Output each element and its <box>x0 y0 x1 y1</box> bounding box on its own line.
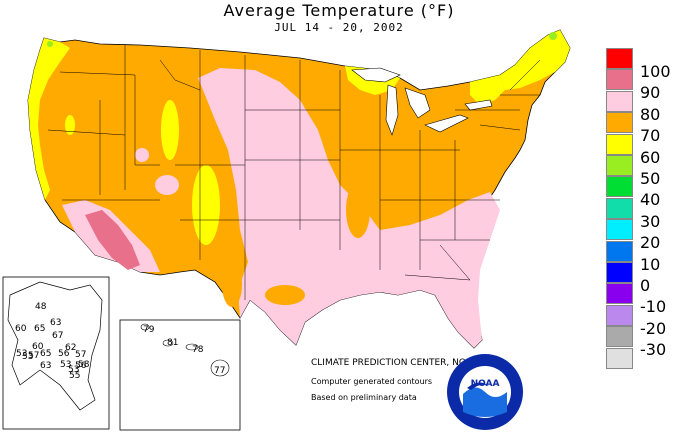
lake-superior <box>351 67 401 83</box>
alaska-station-value: 53 <box>16 349 27 359</box>
new-mexico-70s <box>222 263 242 307</box>
hawaii-islands <box>140 323 230 377</box>
legend-label: 60 <box>640 147 661 167</box>
lake-michigan <box>385 84 399 136</box>
legend-swatch <box>606 155 633 176</box>
legend-swatch <box>606 69 633 91</box>
state-borders <box>47 45 541 300</box>
alaska-station-value: 48 <box>35 302 47 312</box>
hawaii-values: 79 81 78 77 <box>143 325 225 376</box>
legend-label: 100 <box>640 62 671 81</box>
legend-label: 50 <box>640 169 661 188</box>
map-subtitle: JUL 14 - 20, 2002 <box>274 21 404 34</box>
credit-main: CLIMATE PREDICTION CENTER, NOAA <box>311 358 479 368</box>
legend-swatch <box>606 219 633 241</box>
oregon-60s <box>65 115 75 135</box>
noaa-logo-text: NOAA <box>471 379 500 389</box>
alaska-station-value: 58 <box>78 360 90 370</box>
noaa-logo: NOAA <box>447 354 523 430</box>
legend-swatch <box>606 347 633 369</box>
legend-label: 40 <box>640 190 661 210</box>
alaska-station-value: 55 <box>69 371 80 381</box>
pacific-coast-60s <box>28 38 70 200</box>
alaska-station-value: 65 <box>40 349 51 359</box>
lake-erie <box>424 114 469 133</box>
alaska-outline <box>7 281 103 411</box>
legend-swatch <box>606 304 633 326</box>
alaska-station-value: 65 <box>34 324 45 334</box>
legend-swatch <box>606 176 633 198</box>
legend-label: 70 <box>640 126 661 146</box>
legend-label: -20 <box>640 318 667 338</box>
alaska-station-value: 57 <box>28 351 39 361</box>
legend-label: 10 <box>640 254 661 274</box>
legend-swatch <box>606 133 633 155</box>
hawaii-station-value: 77 <box>214 366 225 376</box>
alaska-station-value: 53 <box>68 365 79 375</box>
alaska-station-value: 63 <box>40 361 51 371</box>
legend-swatch <box>606 90 633 112</box>
legend-label: 0 <box>640 276 651 295</box>
utah-80s <box>135 148 149 162</box>
alaska-station-value: 60 <box>15 324 27 334</box>
washington-green <box>47 41 53 47</box>
credit-line-2: Based on preliminary data <box>311 393 417 402</box>
west-texas-70s <box>265 285 305 305</box>
legend-swatch <box>606 326 633 348</box>
hawaii-station-value: 81 <box>167 338 178 348</box>
alaska-station-value: 57 <box>75 350 86 360</box>
alaska-station-value: 60 <box>32 342 44 352</box>
alaska-station-value: 67 <box>52 331 63 341</box>
map-title: Average Temperature (°F) <box>223 1 455 20</box>
lake-ontario <box>464 99 493 111</box>
colorado-60s <box>192 165 220 245</box>
ozarks-70s <box>346 182 370 238</box>
lake-huron <box>404 87 431 119</box>
alaska-station-value: 56 <box>58 349 70 359</box>
legend-label: 90 <box>640 83 661 103</box>
legend-swatch <box>606 197 633 219</box>
legend-label: 20 <box>640 233 661 253</box>
idaho-60s <box>161 100 179 160</box>
legend-swatch <box>606 240 633 262</box>
alaska-station-value: 53 <box>22 352 33 362</box>
maine-green <box>549 32 557 40</box>
nevada-80s <box>155 175 179 195</box>
new-england-60s <box>500 30 570 90</box>
hawaii-station-value: 78 <box>192 345 204 355</box>
legend-swatch <box>606 112 633 134</box>
alaska-station-value: 56 <box>75 361 87 371</box>
hawaii-station-value: 79 <box>143 325 155 335</box>
desert-90s <box>85 210 140 270</box>
legend-label: 30 <box>640 211 661 231</box>
credit-line-1: Computer generated contours <box>311 377 433 386</box>
legend-swatch <box>606 48 633 69</box>
alaska-station-value: 53 <box>60 360 71 370</box>
legend-label: -10 <box>640 297 667 317</box>
new-york-60s <box>470 75 505 105</box>
legend-label: -30 <box>640 340 667 360</box>
alaska-station-value: 62 <box>65 343 76 353</box>
legend-swatch <box>606 283 633 305</box>
legend-label: 80 <box>640 104 661 124</box>
legend-swatch <box>606 262 633 283</box>
alaska-station-value: 63 <box>50 318 61 328</box>
